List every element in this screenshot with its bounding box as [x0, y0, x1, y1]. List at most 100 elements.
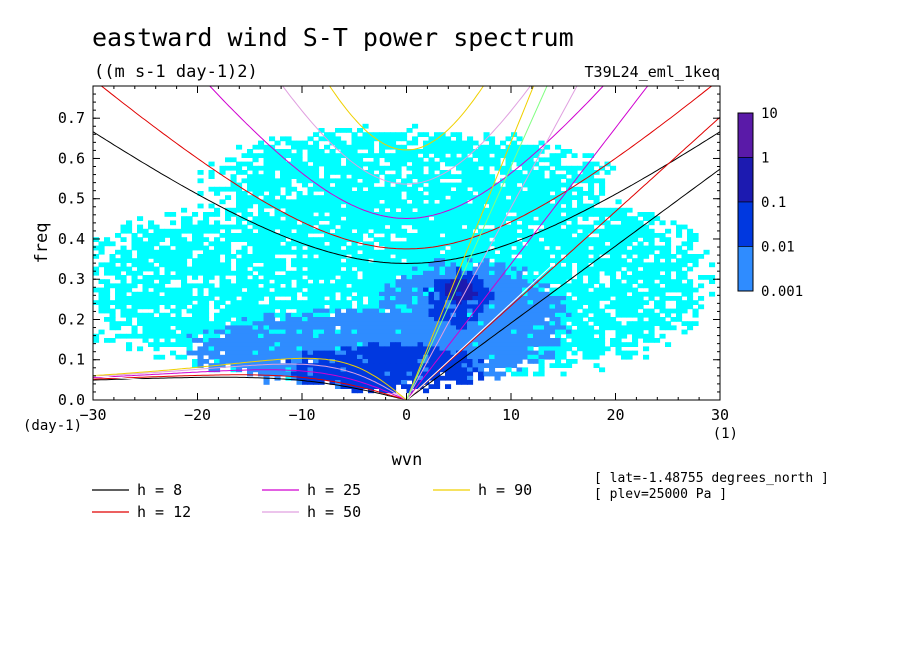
power-cell	[516, 203, 523, 209]
power-cell	[291, 312, 298, 318]
power-cell	[456, 346, 463, 352]
power-cell	[395, 329, 402, 335]
power-cell	[258, 228, 265, 234]
power-cell	[307, 249, 314, 255]
power-cell	[280, 291, 287, 297]
power-cell	[236, 237, 243, 242]
power-cell	[313, 342, 320, 347]
power-cell	[472, 182, 479, 188]
power-cell	[472, 249, 479, 255]
power-cell	[307, 283, 314, 289]
power-cell	[247, 195, 254, 200]
power-cell	[362, 283, 369, 289]
power-cell	[318, 333, 325, 339]
power-cell	[318, 270, 325, 276]
power-cell	[604, 258, 611, 263]
power-cell	[566, 329, 573, 335]
power-cell	[313, 300, 320, 305]
power-cell	[494, 220, 501, 226]
power-cell	[522, 291, 529, 297]
power-cell	[148, 262, 155, 268]
power-cell	[159, 321, 166, 326]
power-cell	[170, 266, 177, 272]
power-cell	[236, 220, 243, 226]
power-cell	[346, 216, 353, 221]
power-cell	[544, 199, 551, 205]
power-cell	[599, 338, 606, 343]
power-cell	[170, 296, 177, 301]
legend: h = 8h = 12h = 25h = 50h = 90	[92, 481, 532, 521]
power-cell	[142, 262, 149, 268]
power-cell	[461, 153, 468, 158]
power-cell	[483, 308, 490, 314]
power-cell	[175, 312, 182, 318]
power-cell	[164, 325, 171, 331]
power-cell	[296, 254, 303, 259]
power-cell	[659, 220, 666, 226]
power-cell	[566, 212, 573, 217]
power-cell	[274, 371, 281, 377]
power-cell	[588, 300, 595, 305]
power-cell	[406, 321, 413, 326]
power-cell	[665, 237, 672, 242]
power-cell	[428, 228, 435, 234]
power-cell	[494, 308, 501, 314]
power-cell	[247, 199, 254, 205]
power-cell	[412, 367, 419, 373]
power-cell	[593, 220, 600, 226]
power-cell	[219, 233, 226, 238]
power-cell	[159, 300, 166, 305]
power-cell	[164, 342, 171, 347]
power-cell	[335, 279, 342, 284]
power-cell	[230, 367, 237, 373]
power-cell	[269, 350, 276, 356]
power-cell	[643, 233, 650, 238]
power-cell	[533, 174, 540, 179]
power-cell	[368, 245, 375, 251]
power-cell	[346, 266, 353, 272]
power-cell	[351, 132, 358, 137]
inertia-gravity-curve	[100, 86, 713, 250]
power-cell	[104, 270, 111, 276]
power-cell	[252, 283, 259, 289]
power-cell	[285, 342, 292, 347]
power-cell	[549, 157, 556, 163]
power-cell	[428, 191, 435, 196]
power-cell	[296, 178, 303, 184]
chart-title: eastward wind S-T power spectrum	[92, 23, 574, 52]
power-cell	[208, 254, 215, 259]
power-cell	[544, 350, 551, 356]
power-cell	[461, 308, 468, 314]
power-cell	[478, 325, 485, 331]
power-cell	[137, 291, 144, 297]
power-cell	[401, 220, 408, 226]
power-cell	[241, 178, 248, 184]
power-cell	[577, 195, 584, 200]
power-cell	[357, 308, 364, 314]
power-cell	[340, 359, 347, 364]
power-cell	[390, 304, 397, 310]
power-cell	[126, 312, 133, 318]
power-cell	[379, 342, 386, 347]
power-cell	[555, 291, 562, 297]
power-cell	[621, 224, 628, 230]
power-cell	[225, 304, 232, 310]
power-cell	[505, 329, 512, 335]
power-cell	[560, 195, 567, 200]
power-cell	[412, 380, 419, 385]
power-cell	[472, 258, 479, 263]
power-cell	[478, 346, 485, 352]
power-cell	[472, 170, 479, 175]
power-cell	[368, 367, 375, 373]
power-cell	[527, 199, 534, 205]
power-cell	[423, 228, 430, 234]
power-cell	[450, 245, 457, 251]
power-cell	[153, 300, 160, 305]
power-cell	[670, 325, 677, 331]
power-cell	[384, 266, 391, 272]
power-cell	[203, 317, 210, 322]
power-cell	[533, 308, 540, 314]
power-cell	[582, 249, 589, 255]
power-cell	[379, 170, 386, 175]
power-cell	[137, 241, 144, 247]
